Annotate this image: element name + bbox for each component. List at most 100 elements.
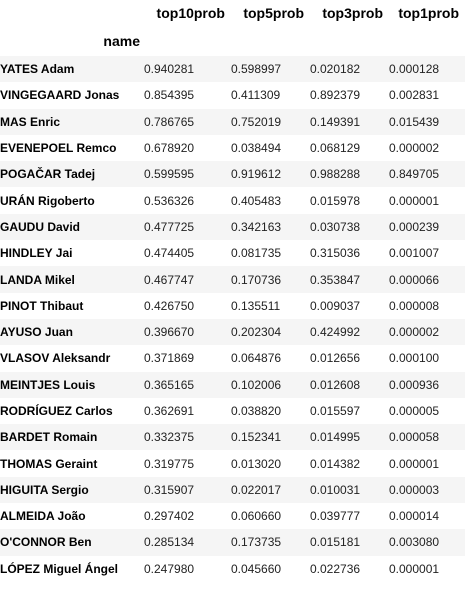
table-cell-top10prob: 0.786765 <box>144 114 195 129</box>
table-cell-top5prob: 0.135511 <box>231 298 281 313</box>
table-cell-top1prob: 0.000936 <box>389 377 440 392</box>
column-header: top10prob <box>144 0 231 26</box>
table-row: VLASOV Aleksandr 0.371869 0.064876 0.012656… <box>0 345 465 372</box>
table-cell-top5prob: 0.064876 <box>231 351 282 366</box>
table-row: THOMAS Geraint 0.319775 0.013020 0.014382 0.… <box>0 450 465 477</box>
table-cell-top3prob: 0.012608 <box>310 377 361 392</box>
table-cell-top5prob: 0.598997 <box>231 62 282 77</box>
table-cell-top10prob: 0.247980 <box>144 561 195 576</box>
table-cell-top10prob: 0.297402 <box>144 509 195 524</box>
row-index-label: POGAČAR Tadej <box>0 167 96 182</box>
row-index-label: RODRÍGUEZ Carlos <box>0 404 113 418</box>
row-index-label: ALMEIDA João <box>0 509 86 524</box>
table-cell-top3prob: 0.014382 <box>310 456 361 471</box>
table-cell-top5prob: 0.752019 <box>231 114 282 129</box>
row-index-label: GAUDU David <box>0 219 81 234</box>
table-cell-top3prob: 0.009037 <box>310 298 361 313</box>
table-row: POGAČAR Tadej 0.599595 0.919612 0.988288 0.8… <box>0 161 465 188</box>
table-cell-top1prob: 0.000001 <box>389 561 440 576</box>
table-cell-top3prob: 0.988288 <box>310 167 361 182</box>
table-cell-top1prob: 0.849705 <box>389 167 440 182</box>
table-row: LÓPEZ Miguel Ángel 0.247980 0.045660 0.0227… <box>0 555 465 582</box>
table-cell-top1prob: 0.000002 <box>389 325 440 340</box>
table-cell-top5prob: 0.152341 <box>231 430 282 445</box>
table-row: LANDA Mikel 0.467747 0.170736 0.353847 0.000… <box>0 266 465 293</box>
table-cell-top5prob: 0.170736 <box>231 272 282 287</box>
table-cell-top5prob: 0.173735 <box>231 535 282 550</box>
table-cell-top10prob: 0.365165 <box>144 377 195 392</box>
row-index-label: YATES Adam <box>0 62 75 77</box>
row-index-label: MAS Enric <box>0 114 61 129</box>
row-index-label: THOMAS Geraint <box>0 456 98 471</box>
column-header: top5prob <box>231 0 310 26</box>
table-row: HINDLEY Jai 0.474405 0.081735 0.315036 0.001… <box>0 240 465 267</box>
table-cell-top3prob: 0.149391 <box>310 114 361 129</box>
row-index-label: HINDLEY Jai <box>0 246 73 261</box>
table-row: GAUDU David 0.477725 0.342163 0.030738 0.000… <box>0 213 465 241</box>
table-cell-top5prob: 0.022017 <box>231 482 282 497</box>
table-cell-top1prob: 0.015439 <box>389 114 440 129</box>
table-cell-top3prob: 0.353847 <box>310 272 361 287</box>
row-index-label: LÓPEZ Miguel Ángel <box>0 561 119 576</box>
table-row: BARDET Romain 0.332375 0.152341 0.014995 0.0… <box>0 424 465 451</box>
row-index-label: VLASOV Aleksandr <box>0 351 111 366</box>
table-row: ALMEIDA João 0.297402 0.060660 0.039777 0.00… <box>0 503 465 530</box>
table-cell-top10prob: 0.854395 <box>144 88 195 103</box>
table-row: RODRÍGUEZ Carlos 0.362691 0.038820 0.015597… <box>0 397 465 425</box>
table-cell-top5prob: 0.411309 <box>231 88 281 103</box>
table-cell-top3prob: 0.015597 <box>310 404 361 418</box>
table-cell-top1prob: 0.000100 <box>389 351 440 366</box>
table-cell-top5prob: 0.202304 <box>231 325 282 340</box>
table-cell-top10prob: 0.467747 <box>144 272 195 287</box>
table-cell-top3prob: 0.068129 <box>310 141 361 156</box>
table-cell-top1prob: 0.000002 <box>389 141 440 156</box>
table-cell-top3prob: 0.020182 <box>310 62 361 77</box>
table-cell-top3prob: 0.022736 <box>310 561 361 576</box>
table-cell-top3prob: 0.014995 <box>310 430 361 445</box>
table-cell-top1prob: 0.003080 <box>389 535 440 550</box>
table-cell-top1prob: 0.002831 <box>389 88 440 103</box>
column-header: top1prob <box>389 0 465 26</box>
table-row: MAS Enric 0.786765 0.752019 0.149391 0.01543… <box>0 108 465 135</box>
row-index-label: EVENEPOEL Remco <box>0 141 117 156</box>
table-cell-top1prob: 0.000014 <box>389 509 440 524</box>
table-cell-top3prob: 0.315036 <box>310 246 361 261</box>
table-cell-top3prob: 0.010031 <box>310 482 361 497</box>
table-cell-top5prob: 0.038820 <box>231 404 282 418</box>
table-cell-top5prob: 0.013020 <box>231 456 282 471</box>
table-cell-top3prob: 0.424992 <box>310 325 361 340</box>
index-header-row: name <box>0 26 465 56</box>
row-index-label: MEINTJES Louis <box>0 377 96 392</box>
table-row: YATES Adam 0.940281 0.598997 0.020182 0.0001… <box>0 56 465 83</box>
table-cell-top10prob: 0.319775 <box>144 456 195 471</box>
table-cell-top10prob: 0.362691 <box>144 404 195 418</box>
table-cell-top10prob: 0.474405 <box>144 246 195 261</box>
row-index-label: O'CONNOR Ben <box>0 535 92 550</box>
table-cell-top10prob: 0.477725 <box>144 219 195 234</box>
table-cell-top3prob: 0.039777 <box>310 509 361 524</box>
dataframe-output: top10prob top5prob top3prob top1prob nam… <box>0 0 465 582</box>
table-row: O'CONNOR Ben 0.285134 0.173735 0.015181 0.00… <box>0 529 465 556</box>
table-cell-top1prob: 0.000005 <box>389 404 440 418</box>
table-cell-top10prob: 0.426750 <box>144 298 195 313</box>
table-cell-top1prob: 0.000058 <box>389 430 440 445</box>
table-row: PINOT Thibaut 0.426750 0.135511 0.009037 0.0… <box>0 292 465 319</box>
table-cell-top10prob: 0.536326 <box>144 193 195 208</box>
corner-cell <box>0 0 144 26</box>
table-cell-top3prob: 0.012656 <box>310 351 361 366</box>
table-cell-top5prob: 0.038494 <box>231 141 282 156</box>
table-cell-top5prob: 0.342163 <box>231 219 282 234</box>
table-row: EVENEPOEL Remco 0.678920 0.038494 0.068129 0… <box>0 134 465 162</box>
index-name-header: name <box>0 26 144 56</box>
table-cell-top1prob: 0.000066 <box>389 272 440 287</box>
table-cell-top3prob: 0.892379 <box>310 88 361 103</box>
table-cell-top1prob: 0.001007 <box>389 246 440 261</box>
table-cell-top5prob: 0.919612 <box>231 167 282 182</box>
table-row: HIGUITA Sergio 0.315907 0.022017 0.010031 0.… <box>0 476 465 504</box>
table-cell-top10prob: 0.396670 <box>144 325 195 340</box>
row-index-label: AYUSO Juan <box>0 325 73 340</box>
table-cell-top5prob: 0.081735 <box>231 246 282 261</box>
table-row: MEINTJES Louis 0.365165 0.102006 0.012608 0.… <box>0 371 465 398</box>
table-cell-top5prob: 0.060660 <box>231 509 282 524</box>
table-cell-top5prob: 0.405483 <box>231 193 282 208</box>
